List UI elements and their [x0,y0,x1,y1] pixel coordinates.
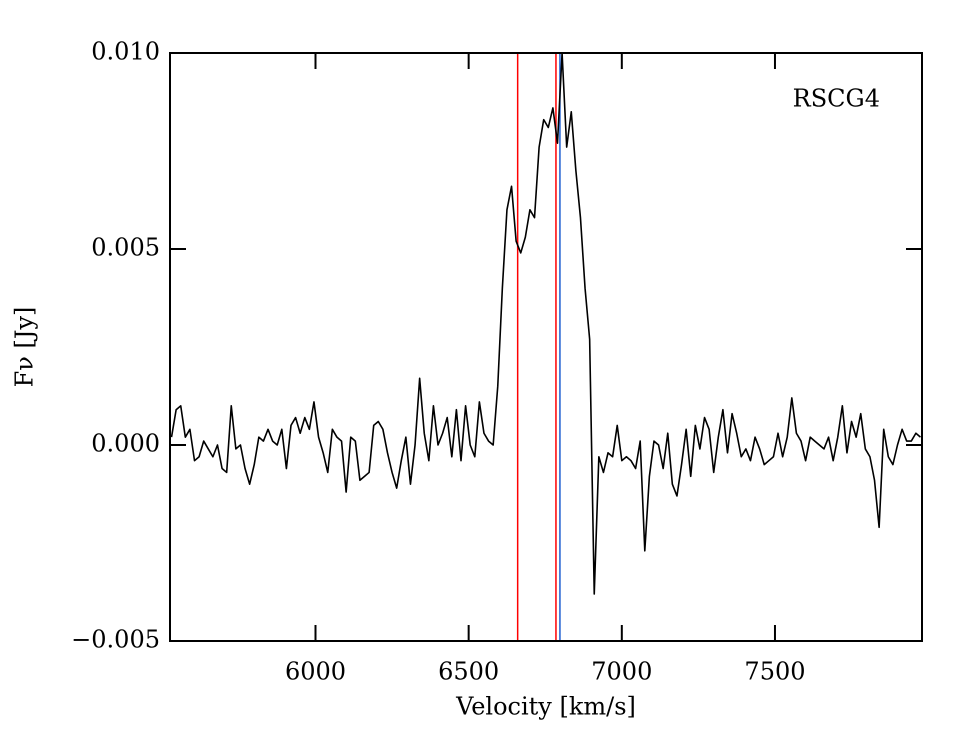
y-tick-label: 0.005 [91,234,160,262]
x-axis-label: Velocity [km/s] [455,693,636,721]
spectrum-line [170,52,921,595]
x-tick-label: 7000 [591,658,652,686]
y-axis-label: Fν [Jy] [11,307,39,388]
plot-frame [169,52,923,642]
annotation: RSCG4 [793,85,880,113]
x-tick-label: 6000 [285,658,346,686]
x-tick-label: 7500 [744,658,805,686]
y-tick-label: 0.000 [91,430,160,458]
y-tick-label: −0.005 [71,626,160,654]
y-tick-label: 0.010 [91,38,160,66]
x-tick-label: 6500 [438,658,499,686]
